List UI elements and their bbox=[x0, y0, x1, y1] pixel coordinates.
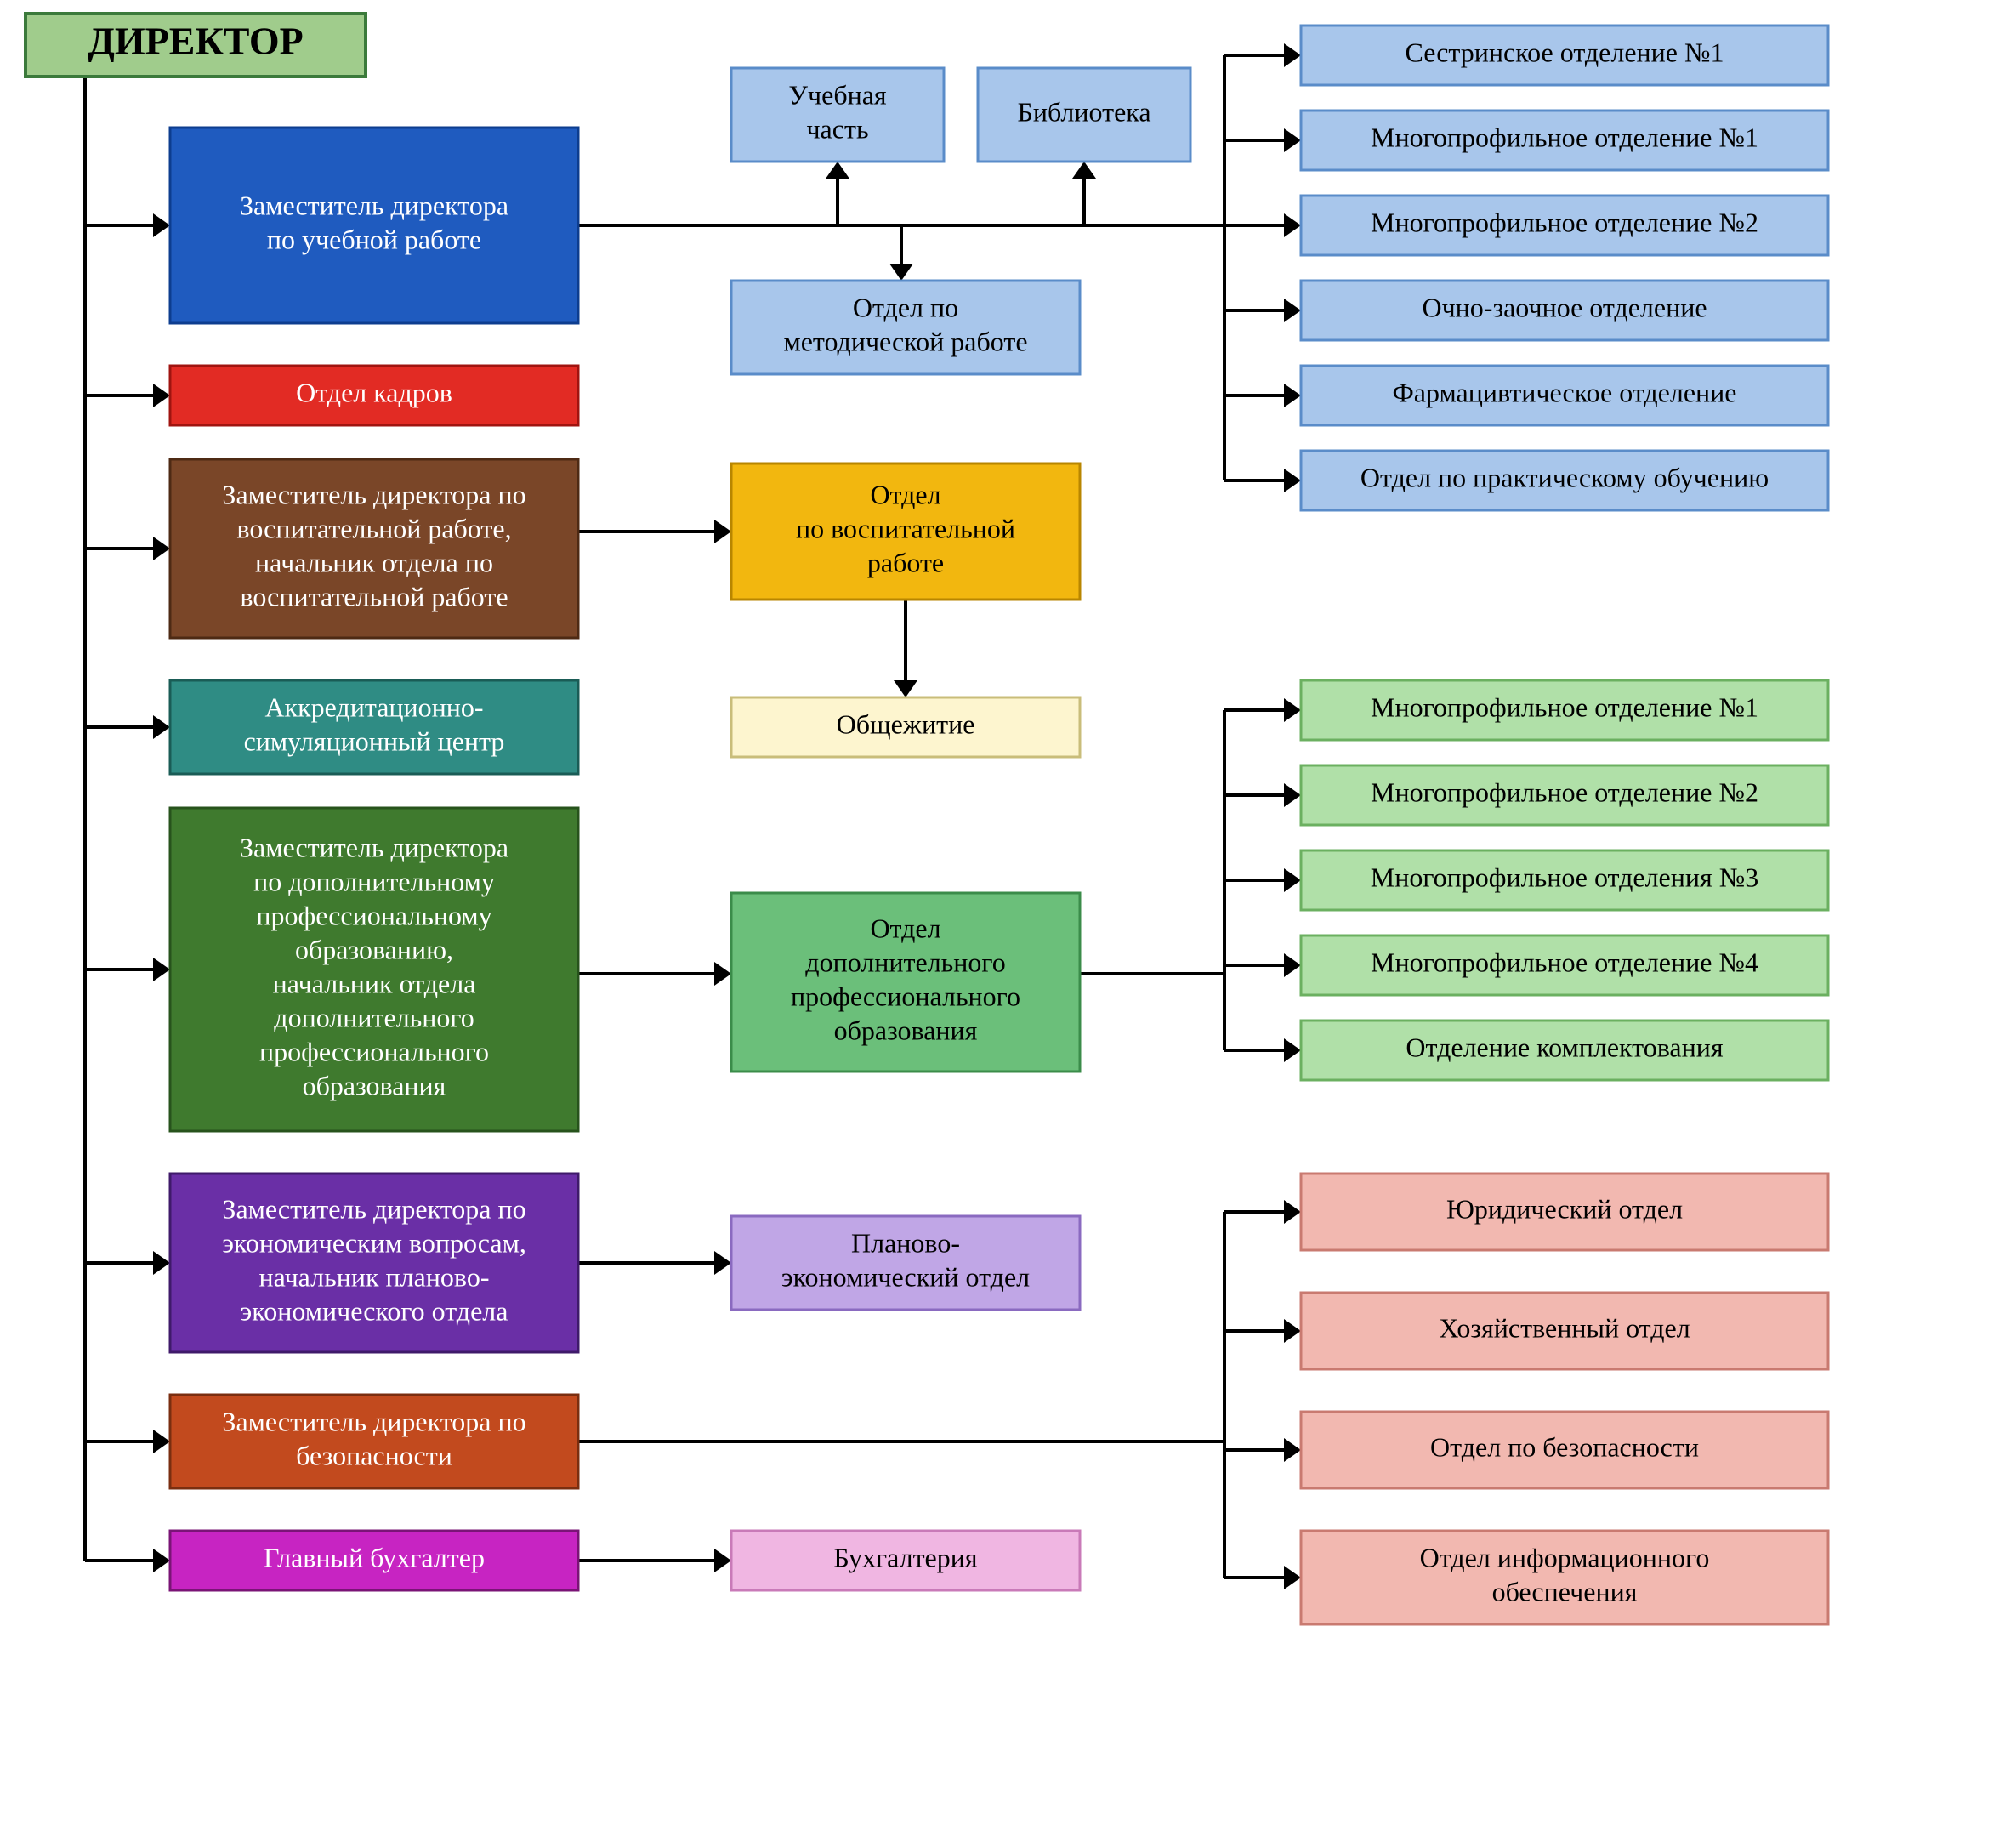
org-chart: ДИРЕКТОР Заместитель директора по учебной … bbox=[0, 0, 2005, 1848]
b3: Многопрофильное отделение №2 bbox=[1301, 196, 1828, 255]
b2-label: Многопрофильное отделение №1 bbox=[1371, 122, 1758, 152]
dep-econ: Заместитель директора поэкономическим во… bbox=[170, 1174, 578, 1352]
dpo-dept-label: образования bbox=[834, 1015, 978, 1045]
accounting-label: Бухгалтерия bbox=[833, 1542, 977, 1572]
plan-econ: Планово-экономический отдел bbox=[731, 1216, 1080, 1310]
hr: Отдел кадров bbox=[170, 366, 578, 425]
dep-academic: Заместитель директора по учебной работе bbox=[170, 128, 578, 323]
dep-dpo-label: образованию, bbox=[295, 934, 453, 964]
dep-academic-label: Заместитель директора bbox=[240, 190, 508, 220]
dep-security-label: безопасности bbox=[296, 1440, 452, 1470]
dep-edu: Заместитель директора по воспитательной р… bbox=[170, 459, 578, 638]
director: ДИРЕКТОР bbox=[26, 14, 366, 77]
chief-acct-label: Главный бухгалтер bbox=[264, 1542, 485, 1572]
plan-econ-label: экономический отдел bbox=[781, 1261, 1030, 1292]
p1-label: Юридический отдел bbox=[1446, 1193, 1683, 1224]
dpo-dept-label: профессионального bbox=[791, 981, 1020, 1011]
b1-label: Сестринское отделение №1 bbox=[1405, 37, 1724, 67]
sim-center-label: симуляционный центр bbox=[244, 725, 505, 756]
g3: Многопрофильное отделения №3 bbox=[1301, 850, 1828, 910]
dep-dpo-label: профессиональному bbox=[256, 900, 491, 930]
dep-edu-label: Заместитель директора по bbox=[222, 479, 525, 509]
g1: Многопрофильное отделение №1 bbox=[1301, 680, 1828, 740]
b5-label: Фармацивтическое отделение bbox=[1393, 377, 1737, 407]
dormitory: Общежитие bbox=[731, 697, 1080, 757]
edu-dept-label: работе bbox=[867, 547, 944, 577]
dep-security-label: Заместитель директора по bbox=[222, 1406, 525, 1436]
b4: Очно-заочное отделение bbox=[1301, 281, 1828, 340]
edu-dept-label: Отдел bbox=[870, 479, 940, 509]
p4-label: Отдел информационного bbox=[1420, 1542, 1710, 1572]
dep-econ-label: экономическим вопросам, bbox=[222, 1227, 526, 1258]
accounting: Бухгалтерия bbox=[731, 1531, 1080, 1590]
p4: Отдел информационного обеспечения bbox=[1301, 1531, 1828, 1624]
dep-dpo-label: начальник отдела bbox=[273, 968, 476, 998]
dep-dpo-label: дополнительного bbox=[274, 1002, 474, 1032]
study-part: Учебнаячасть bbox=[731, 68, 944, 162]
method-dept-label: Отдел по bbox=[853, 292, 958, 322]
dep-dpo-label: Заместитель директора bbox=[240, 832, 508, 862]
p2-label: Хозяйственный отдел bbox=[1439, 1312, 1690, 1343]
g5-label: Отделение комплектования bbox=[1406, 1032, 1723, 1062]
dep-academic-label: по учебной работе bbox=[267, 224, 481, 254]
edu-dept: Отдел по воспитательной работе bbox=[731, 463, 1080, 600]
g4-label: Многопрофильное отделение №4 bbox=[1371, 947, 1758, 977]
g3-label: Многопрофильное отделения №3 bbox=[1371, 861, 1758, 892]
hr-label: Отдел кадров bbox=[296, 377, 452, 407]
p2: Хозяйственный отдел bbox=[1301, 1293, 1828, 1369]
dpo-dept-label: дополнительного bbox=[805, 947, 1005, 977]
b4-label: Очно-заочное отделение bbox=[1422, 292, 1707, 322]
dep-edu-label: воспитательной работе, bbox=[236, 513, 511, 543]
edu-dept-label: по воспитательной bbox=[796, 513, 1015, 543]
study-part-label: Учебная bbox=[788, 79, 887, 110]
dpo-dept: Отдел дополнительного профессионального обр… bbox=[731, 893, 1080, 1072]
g1-label: Многопрофильное отделение №1 bbox=[1371, 691, 1758, 722]
g2-label: Многопрофильное отделение №2 bbox=[1371, 776, 1758, 807]
p4-label: обеспечения bbox=[1492, 1576, 1638, 1606]
g5: Отделение комплектования bbox=[1301, 1021, 1828, 1080]
study-part-label: часть bbox=[806, 113, 868, 144]
plan-econ-label: Планово- bbox=[851, 1227, 960, 1258]
dormitory-label: Общежитие bbox=[837, 708, 975, 739]
b6-label: Отдел по практическому обучению bbox=[1360, 462, 1769, 492]
method-dept-label: методической работе bbox=[783, 326, 1027, 356]
nodes: ДИРЕКТОР Заместитель директора по учебной … bbox=[26, 14, 1828, 1624]
sim-center-label: Аккредитационно- bbox=[264, 691, 483, 722]
dep-dpo-label: образования bbox=[303, 1070, 446, 1100]
g4: Многопрофильное отделение №4 bbox=[1301, 935, 1828, 995]
dep-dpo-label: профессионального bbox=[259, 1036, 489, 1066]
p1: Юридический отдел bbox=[1301, 1174, 1828, 1250]
dep-dpo-label: по дополнительному bbox=[253, 866, 495, 896]
dpo-dept-label: Отдел bbox=[870, 913, 940, 943]
director-label: ДИРЕКТОР bbox=[88, 20, 304, 63]
b2: Многопрофильное отделение №1 bbox=[1301, 111, 1828, 170]
dep-edu-label: воспитательной работе bbox=[240, 581, 508, 611]
dep-econ-label: экономического отдела bbox=[241, 1295, 508, 1326]
library-label: Библиотека bbox=[1017, 96, 1150, 127]
b6: Отдел по практическому обучению bbox=[1301, 451, 1828, 510]
p3-label: Отдел по безопасности bbox=[1430, 1431, 1699, 1462]
p3: Отдел по безопасности bbox=[1301, 1412, 1828, 1488]
b1: Сестринское отделение №1 bbox=[1301, 26, 1828, 85]
sim-center: Аккредитационно-симуляционный центр bbox=[170, 680, 578, 774]
library: Библиотека bbox=[978, 68, 1190, 162]
dep-edu-label: начальник отдела по bbox=[255, 547, 493, 577]
chief-acct: Главный бухгалтер bbox=[170, 1531, 578, 1590]
method-dept: Отдел по методической работе bbox=[731, 281, 1080, 374]
b5: Фармацивтическое отделение bbox=[1301, 366, 1828, 425]
dep-security: Заместитель директора по безопасности bbox=[170, 1395, 578, 1488]
dep-dpo: Заместитель директора по дополнительному п… bbox=[170, 808, 578, 1131]
b3-label: Многопрофильное отделение №2 bbox=[1371, 207, 1758, 237]
g2: Многопрофильное отделение №2 bbox=[1301, 765, 1828, 825]
dep-econ-label: начальник планово- bbox=[259, 1261, 490, 1292]
dep-econ-label: Заместитель директора по bbox=[222, 1193, 525, 1224]
